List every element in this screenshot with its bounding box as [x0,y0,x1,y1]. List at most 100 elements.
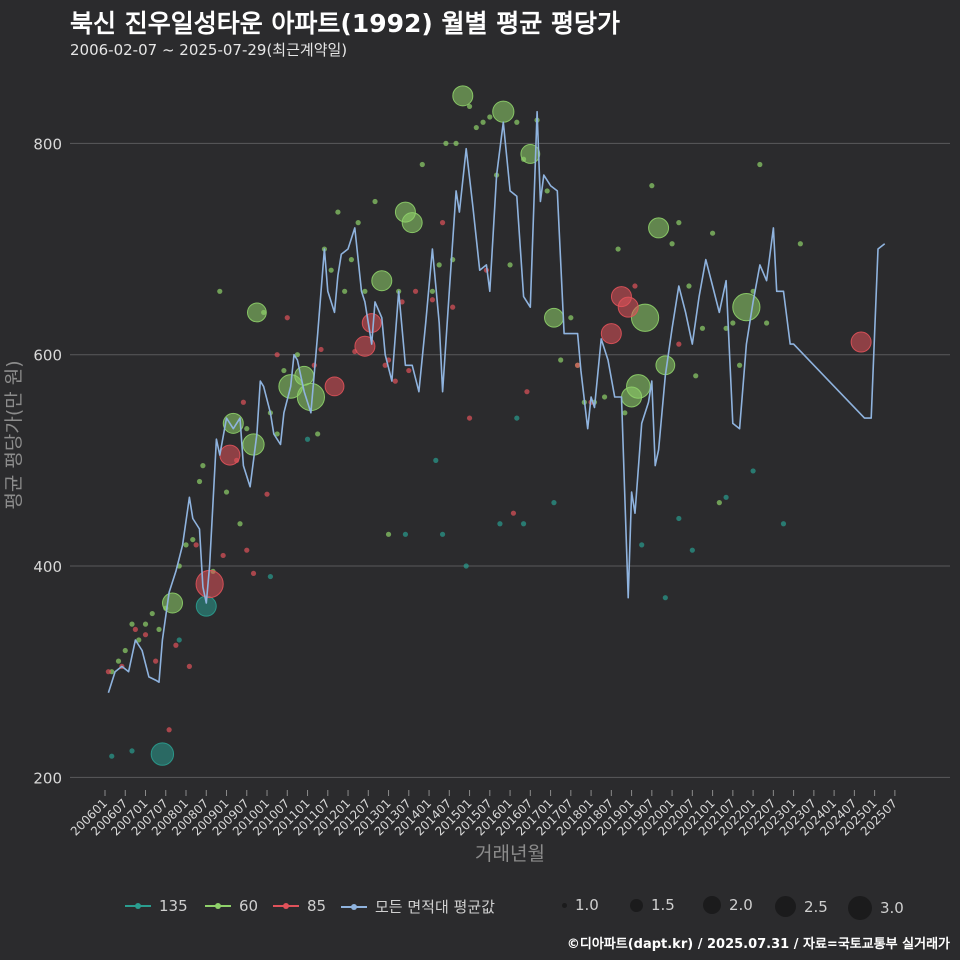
scatter-point-85 [850,331,872,353]
scatter-point-135 [176,637,182,643]
scatter-point-60 [699,325,706,331]
scatter-point-60 [453,140,459,146]
scatter-point-60 [315,431,321,437]
scatter-point-85 [318,346,324,353]
legend-size-1: 1.0 [560,896,599,914]
scatter-point-85 [392,378,398,384]
legend-item-average[interactable]: 모든 면적대 평균값 [341,896,495,917]
scatter-point-135 [150,742,175,766]
scatter-point-85 [466,415,473,421]
scatter-point-60 [385,531,392,537]
scatter-point-135 [551,500,557,506]
legend-key-60 [205,896,231,916]
scatter-point-85 [600,323,622,345]
scatter-point-135 [514,415,520,421]
scatter-point-60 [473,124,479,131]
y-tick-label: 600 [33,347,62,365]
scatter-point-60 [401,212,423,234]
legend-label-135: 135 [159,897,188,915]
scatter-point-60 [686,283,692,289]
scatter-point-85 [574,362,581,368]
scatter-point-85 [105,669,111,675]
scatter-point-60 [492,100,515,123]
legend-size-3: 3.0 [848,896,904,920]
scatter-point-85 [173,642,179,648]
scatter-point-60 [419,161,425,168]
scatter-point-135 [304,436,311,442]
scatter-point-85 [524,389,530,395]
scatter-point-85 [510,510,517,516]
scatter-point-60 [149,610,155,617]
scatter-point-85 [399,299,405,305]
scatter-point-60 [601,394,608,400]
scatter-point-60 [736,362,743,368]
scatter-point-60 [514,119,520,125]
scatter-point-60 [443,140,449,146]
scatter-point-85 [240,399,246,405]
scatter-point-135 [433,457,439,463]
average-line [107,110,886,694]
legend-size-label-2: 2.0 [729,896,753,914]
scatter-point-60 [142,621,149,627]
scatter-point-60 [246,302,267,323]
scatter-point-135 [676,515,682,522]
scatter-point-60 [122,647,128,654]
chart-subtitle: 2006-02-07 ~ 2025-07-29(최근계약일) [70,41,348,59]
y-tick-label: 400 [33,558,62,576]
legend-key-85 [273,896,299,916]
scatter-point-60 [261,309,267,316]
scatter-point-85 [632,283,638,289]
scatter-point-60 [436,262,442,268]
scatter-point-135 [689,547,695,553]
scatter-point-60 [480,119,486,125]
scatter-point-135 [439,531,446,537]
scatter-point-60 [200,463,206,469]
scatter-point-60 [520,144,541,164]
scatter-point-60 [622,410,628,416]
scatter-point-135 [520,521,527,527]
scatter-point-135 [129,748,135,754]
scatter-point-60 [626,374,651,399]
scatter-point-85 [264,491,270,497]
scatter-point-135 [723,494,729,500]
legend-item-85[interactable]: 85 [273,896,326,916]
scatter-point-135 [109,753,115,759]
scatter-point-85 [450,304,456,310]
legend-size-label-1-5: 1.5 [651,896,675,914]
scatter-point-60 [723,325,729,331]
scatter-point-60 [162,592,184,614]
legend-item-60[interactable]: 60 [205,896,258,916]
scatter-point-60 [544,188,550,194]
scatter-point-135 [402,531,409,537]
legend-key-135 [125,896,151,916]
scatter-point-60 [222,412,244,434]
legend-label-60: 60 [239,897,259,915]
scatter-point-135 [497,521,503,527]
scatter-point-60 [244,426,250,432]
scatter-point-85 [142,632,149,638]
scatter-point-60 [764,320,770,326]
scatter-point-85 [234,457,240,463]
legend-size-1-5: 1.5 [630,896,675,914]
scatter-point-60 [190,536,196,543]
legend-item-135[interactable]: 135 [125,896,188,916]
scatter-point-60 [669,241,675,247]
scatter-point-60 [129,621,135,627]
scatter-point-85 [617,296,639,318]
scatter-point-135 [267,573,274,580]
scatter-point-85 [284,315,290,321]
size-dot-2-5 [775,896,796,917]
scatter-point-135 [639,542,645,548]
scatter-point-60 [648,217,670,239]
legend-size-label-3: 3.0 [880,899,904,917]
scatter-point-60 [507,262,513,268]
scatter-point-85 [193,542,199,548]
scatter-point-60 [429,288,436,294]
scatter-point-60 [452,85,474,107]
scatter-point-60 [242,433,265,456]
scatter-point-60 [649,183,655,189]
scatter-point-135 [662,595,668,601]
scatter-point-135 [750,468,756,474]
scatter-point-60 [630,303,660,332]
